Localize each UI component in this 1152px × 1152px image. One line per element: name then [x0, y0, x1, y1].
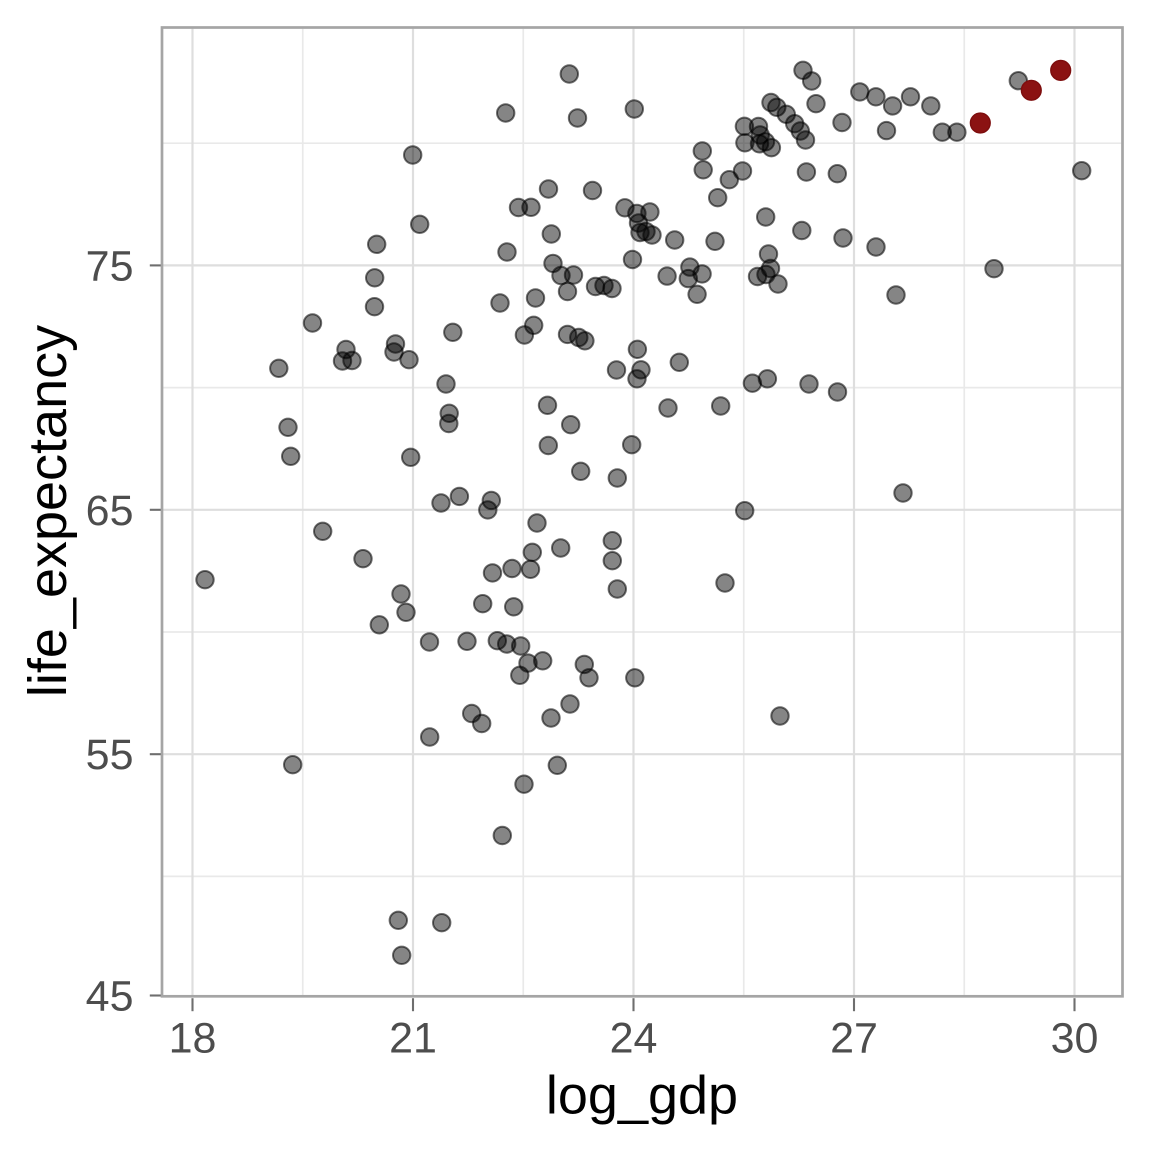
svg-text:27: 27 [830, 1015, 878, 1063]
svg-text:55: 55 [86, 731, 134, 779]
svg-text:30: 30 [1051, 1015, 1099, 1063]
svg-text:21: 21 [389, 1015, 437, 1063]
svg-text:24: 24 [610, 1015, 658, 1063]
svg-text:45: 45 [86, 973, 134, 1021]
svg-text:65: 65 [86, 487, 134, 535]
svg-text:18: 18 [169, 1015, 217, 1063]
svg-text:log_gdp: log_gdp [546, 1066, 738, 1126]
svg-text:75: 75 [86, 242, 134, 290]
svg-text:life_expectancy: life_expectancy [18, 325, 78, 697]
